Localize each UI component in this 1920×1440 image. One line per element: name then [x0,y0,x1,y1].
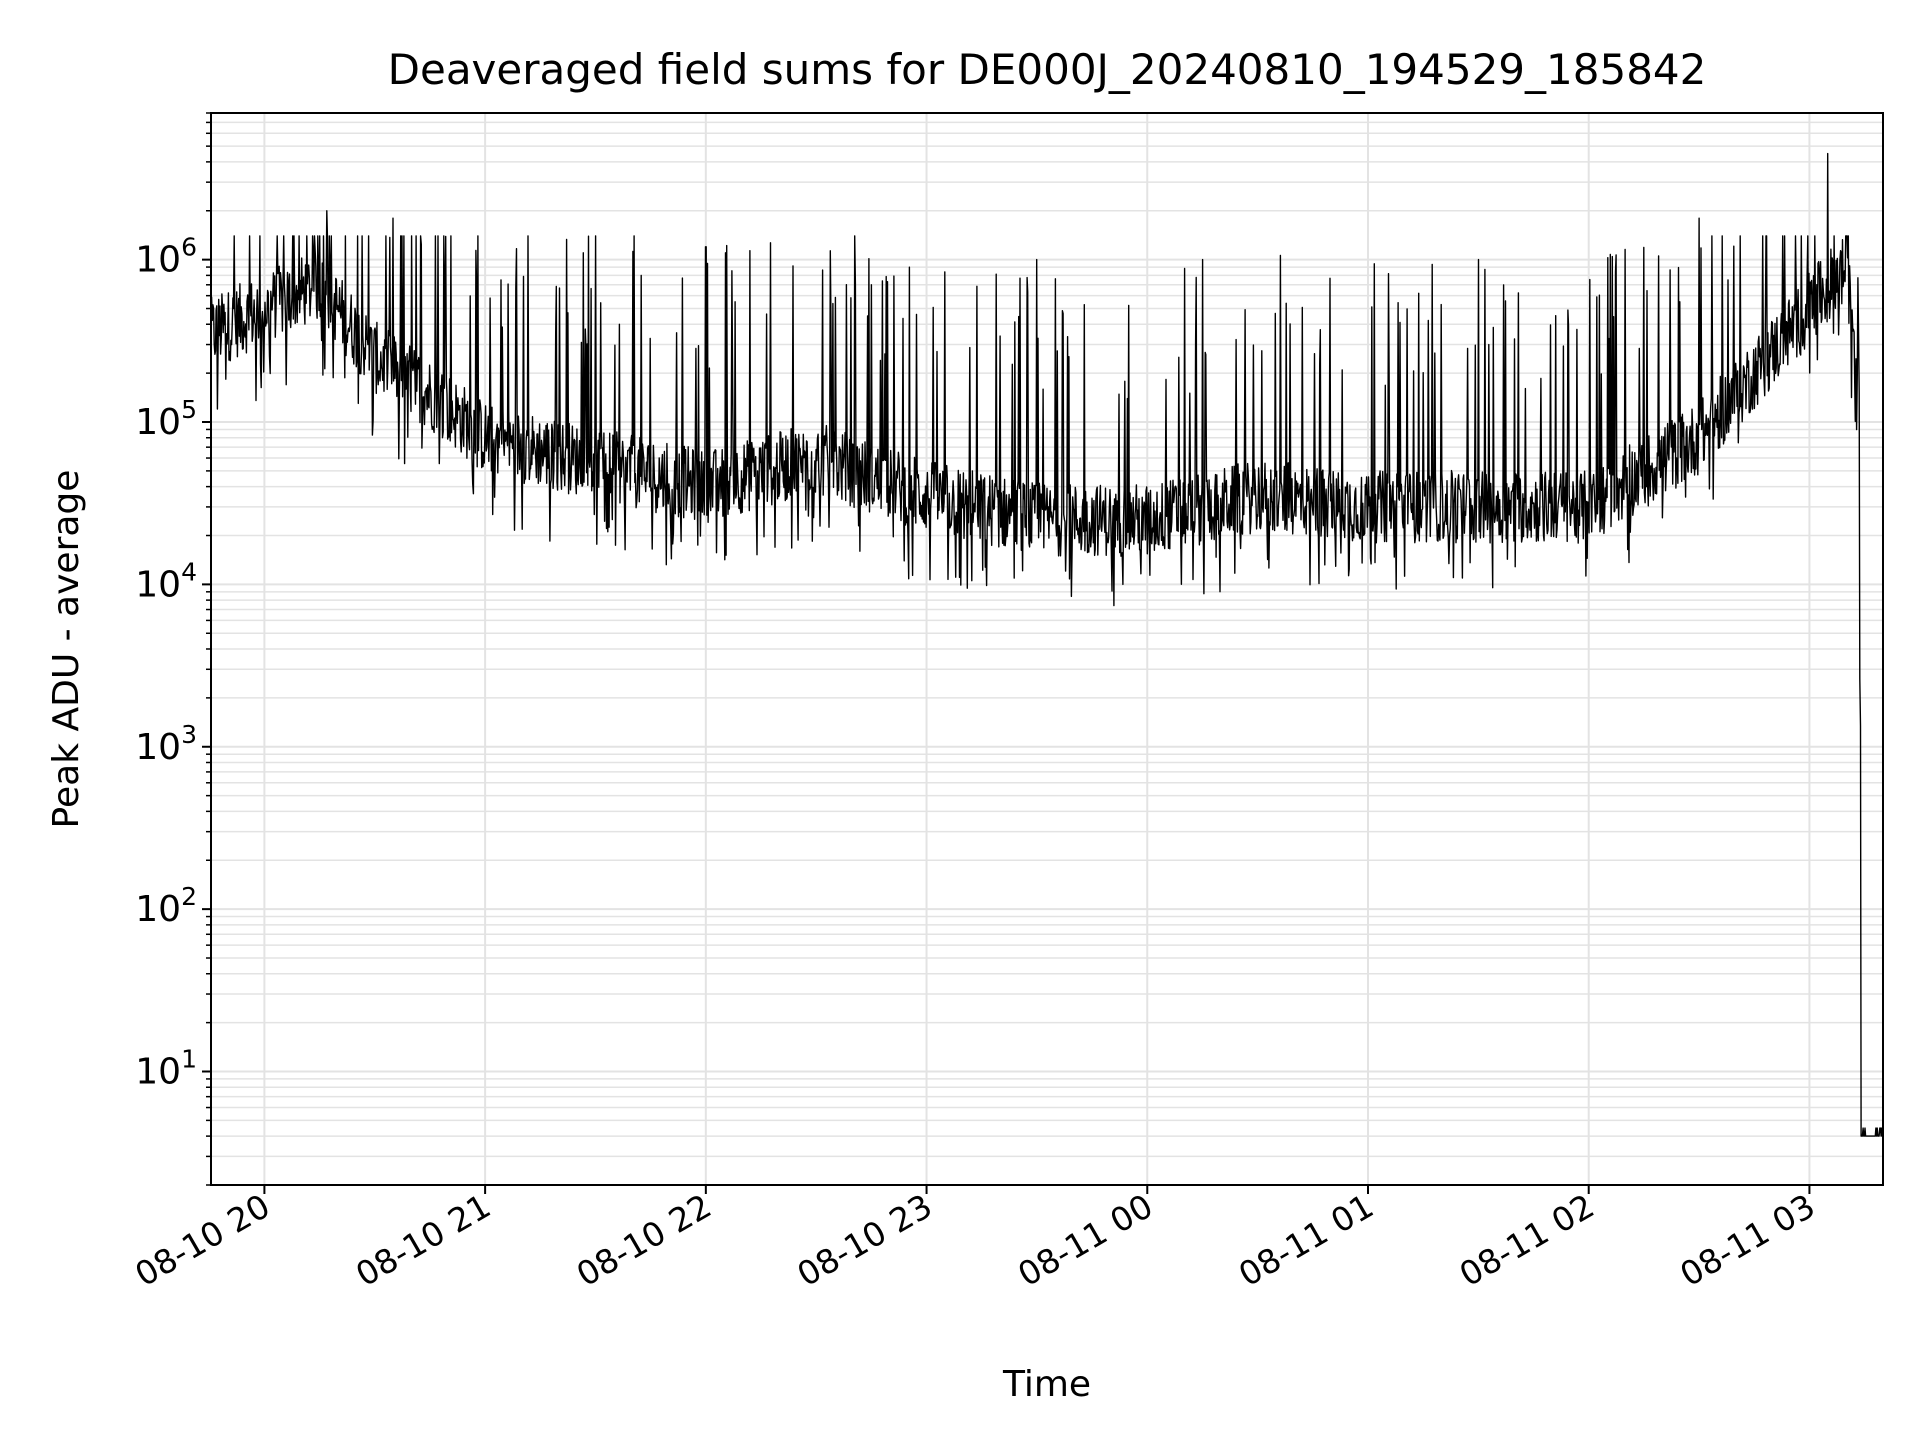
y-tick-label: 104 [135,557,197,605]
y-axis-label: Peak ADU - average [46,470,87,829]
y-axis: 101 102 103 104 105 106 [135,112,211,1186]
chart-title: Deaveraged field sums for DE000J_2024081… [388,45,1707,94]
y-tick-label: 105 [135,395,197,443]
y-tick-label: 103 [135,720,197,768]
y-tick-label: 101 [135,1045,197,1093]
series-line [210,152,1884,1137]
y-tick-label: 106 [135,233,197,281]
y-tick-label: 102 [135,882,197,930]
series-path [210,152,1884,1137]
x-axis-label: Time [1002,1364,1091,1405]
